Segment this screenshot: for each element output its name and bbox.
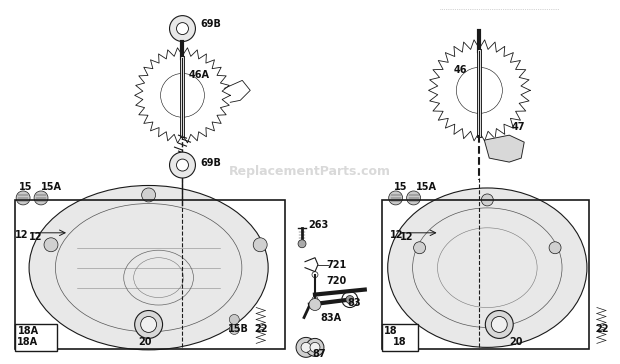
Circle shape — [229, 314, 239, 324]
Circle shape — [177, 23, 188, 35]
Text: 263: 263 — [308, 220, 328, 230]
Text: 20: 20 — [509, 337, 523, 347]
Text: 83A: 83A — [320, 313, 341, 324]
Circle shape — [296, 337, 316, 357]
Text: 18A: 18A — [17, 337, 38, 347]
Text: 69B: 69B — [200, 158, 221, 168]
Circle shape — [346, 296, 354, 304]
Circle shape — [298, 240, 306, 248]
Text: 15A: 15A — [41, 182, 62, 192]
Circle shape — [169, 152, 195, 178]
Text: 20: 20 — [139, 337, 152, 347]
Circle shape — [481, 194, 494, 206]
Circle shape — [253, 238, 267, 252]
Text: 87: 87 — [312, 349, 326, 359]
Text: 15: 15 — [19, 182, 33, 192]
Text: 47: 47 — [512, 122, 525, 132]
Text: 720: 720 — [326, 276, 346, 286]
Text: 18: 18 — [392, 337, 406, 347]
Text: 22: 22 — [254, 324, 268, 335]
Ellipse shape — [388, 188, 587, 347]
Text: 15A: 15A — [415, 182, 436, 192]
Circle shape — [485, 310, 513, 339]
Bar — [382, 324, 418, 351]
Text: 15: 15 — [394, 182, 407, 192]
Circle shape — [229, 324, 239, 335]
Circle shape — [141, 316, 157, 332]
Circle shape — [491, 316, 507, 332]
Text: 15B: 15B — [228, 324, 249, 335]
Bar — [15, 200, 285, 349]
Circle shape — [44, 238, 58, 252]
Circle shape — [135, 310, 162, 339]
Text: 83: 83 — [348, 297, 361, 308]
Text: 18A: 18A — [18, 327, 39, 336]
Circle shape — [309, 298, 321, 310]
Circle shape — [407, 191, 420, 205]
Text: 12: 12 — [15, 230, 29, 240]
Text: 12: 12 — [390, 230, 403, 240]
Bar — [382, 200, 589, 349]
Text: 18: 18 — [384, 327, 397, 336]
Text: 22: 22 — [595, 324, 608, 335]
Circle shape — [414, 242, 425, 254]
Circle shape — [301, 343, 311, 352]
Circle shape — [177, 159, 188, 171]
Circle shape — [389, 191, 402, 205]
Text: 12: 12 — [400, 232, 413, 242]
Ellipse shape — [29, 186, 268, 350]
Circle shape — [16, 191, 30, 205]
Text: 69B: 69B — [200, 19, 221, 29]
Circle shape — [169, 16, 195, 41]
Circle shape — [306, 339, 324, 356]
Circle shape — [310, 343, 320, 352]
Polygon shape — [484, 135, 524, 162]
Text: 12: 12 — [29, 232, 43, 242]
Bar — [15, 324, 57, 351]
Circle shape — [549, 242, 561, 254]
Text: ReplacementParts.com: ReplacementParts.com — [229, 165, 391, 178]
Circle shape — [141, 188, 156, 202]
Circle shape — [34, 191, 48, 205]
Text: 721: 721 — [326, 260, 346, 270]
Text: 46: 46 — [453, 66, 467, 75]
Text: 46A: 46A — [188, 70, 210, 80]
